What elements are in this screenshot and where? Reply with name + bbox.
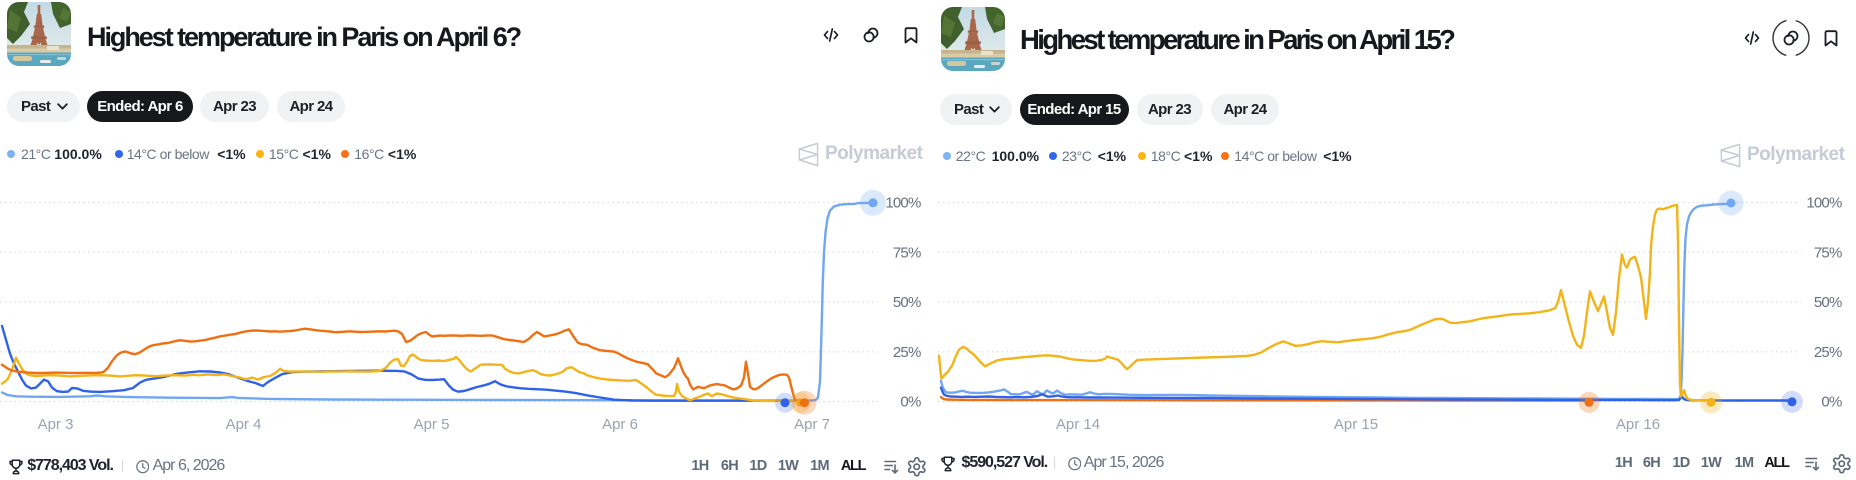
svg-text:Apr 15: Apr 15 [1334,416,1378,433]
svg-text:100%: 100% [885,195,921,212]
svg-text:Apr 6: Apr 6 [602,416,638,433]
svg-text:0%: 0% [900,394,921,411]
svg-text:75%: 75% [1814,244,1842,261]
svg-text:0%: 0% [1821,394,1842,411]
svg-text:100%: 100% [1806,195,1842,212]
svg-text:Apr 7: Apr 7 [794,416,830,433]
svg-text:50%: 50% [1814,294,1842,311]
svg-text:50%: 50% [893,294,921,311]
svg-text:25%: 25% [1814,344,1842,361]
svg-text:Apr 3: Apr 3 [38,416,74,433]
svg-text:Apr 14: Apr 14 [1056,416,1100,433]
svg-text:Apr 16: Apr 16 [1616,416,1660,433]
svg-text:75%: 75% [893,244,921,261]
svg-text:Apr 5: Apr 5 [414,416,450,433]
svg-text:25%: 25% [893,344,921,361]
svg-text:Apr 4: Apr 4 [226,416,262,433]
